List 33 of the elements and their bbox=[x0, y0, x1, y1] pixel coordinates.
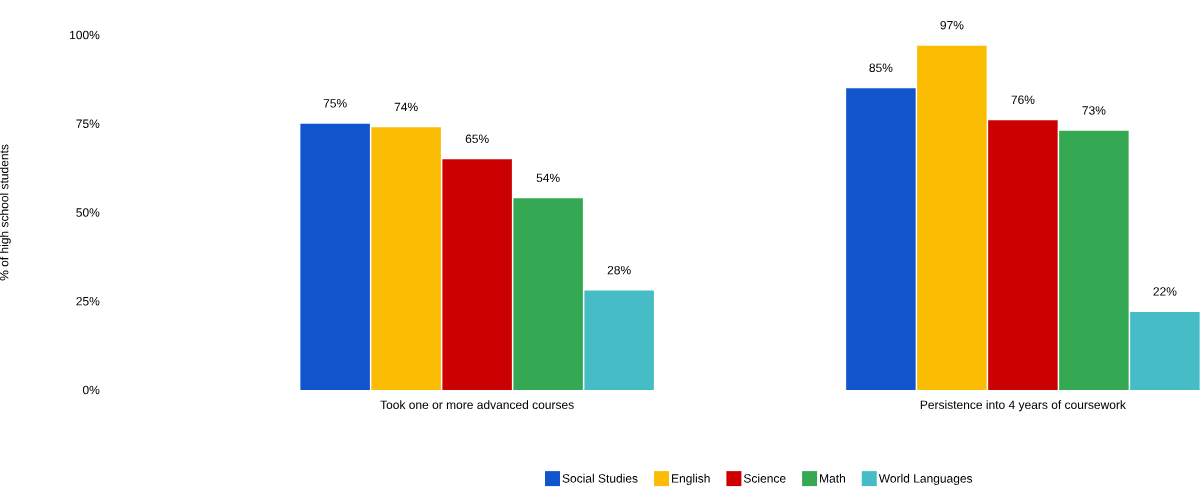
data-label: 74% bbox=[394, 102, 418, 112]
legend-label: World Languages bbox=[878, 473, 973, 486]
y-tick-label: 25% bbox=[76, 296, 100, 306]
legend-label: Science bbox=[743, 473, 786, 483]
bar bbox=[584, 290, 654, 390]
y-tick-label: 100% bbox=[70, 30, 100, 40]
bar bbox=[1130, 311, 1200, 390]
data-label: 22% bbox=[1153, 287, 1177, 296]
bar bbox=[846, 88, 916, 390]
bar bbox=[917, 45, 987, 390]
y-tick-label: 0% bbox=[82, 385, 100, 395]
y-tick-label: 50% bbox=[76, 208, 100, 217]
bar bbox=[371, 127, 441, 390]
x-tick-label: Persistence into 4 years of coursework bbox=[920, 400, 1126, 412]
bar bbox=[442, 159, 512, 390]
data-label: 54% bbox=[536, 173, 560, 183]
data-label: 65% bbox=[465, 134, 489, 144]
data-label: 28% bbox=[607, 265, 631, 275]
data-label: 97% bbox=[940, 20, 964, 30]
y-axis-title: % of high school students bbox=[0, 144, 11, 281]
legend-label: English bbox=[672, 473, 710, 486]
bar bbox=[300, 123, 370, 390]
data-label: 73% bbox=[1082, 106, 1106, 115]
data-label: 85% bbox=[869, 63, 893, 73]
bar bbox=[988, 120, 1058, 390]
data-label: 76% bbox=[1011, 95, 1035, 104]
y-tick-label: 75% bbox=[76, 119, 100, 128]
legend-label: Math bbox=[820, 473, 845, 483]
data-label: 75% bbox=[323, 99, 347, 108]
legend-label: Social Studies bbox=[562, 473, 638, 483]
bar bbox=[1059, 130, 1129, 390]
bar bbox=[513, 198, 583, 390]
x-tick-label: Took one or more advanced courses bbox=[380, 400, 574, 409]
